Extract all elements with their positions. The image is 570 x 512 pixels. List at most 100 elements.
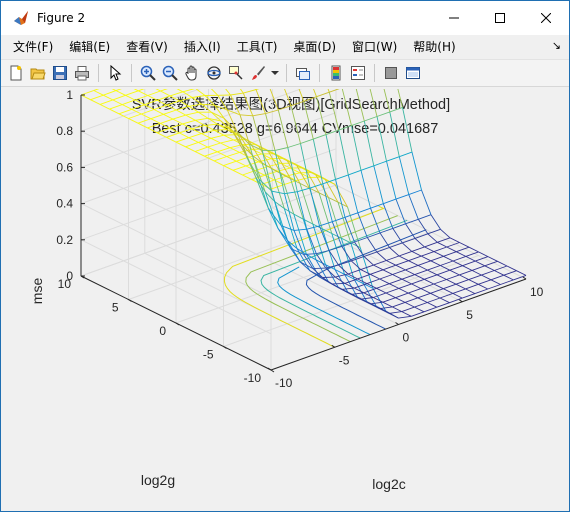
surface-edge — [239, 114, 250, 145]
figure-toolbar — [1, 59, 569, 87]
surface-edge — [207, 85, 219, 96]
surface-edge — [386, 156, 400, 162]
contour-line — [245, 215, 398, 343]
surface-edge — [408, 260, 419, 266]
zoom-in-icon[interactable] — [138, 63, 158, 83]
x-tick-label: 10 — [530, 285, 544, 299]
surface-edge — [443, 255, 454, 262]
surface-edge — [210, 111, 222, 122]
surface-edge — [350, 293, 361, 300]
surface-edge — [264, 191, 276, 202]
surface-edge — [471, 269, 482, 276]
surface-edge — [303, 253, 317, 255]
surface-edge — [207, 117, 221, 122]
surface-edge — [175, 137, 189, 143]
surface-edge — [109, 108, 120, 115]
surface-edge — [192, 95, 206, 98]
surface-edge — [344, 274, 358, 298]
hide-plot-tools-icon[interactable] — [381, 63, 401, 83]
surface-edge — [115, 85, 129, 92]
surface-edge — [153, 109, 164, 115]
colorbar-icon[interactable] — [326, 63, 346, 83]
surface-edge — [370, 203, 384, 209]
menu-file[interactable]: 文件(F) — [13, 40, 54, 54]
menu-desktop[interactable]: 桌面(D) — [293, 40, 337, 54]
data-cursor-icon[interactable] — [226, 63, 246, 83]
close-icon — [541, 13, 551, 23]
surface-edge — [144, 99, 158, 106]
surface-edge — [204, 151, 218, 157]
show-plot-tools-icon[interactable] — [403, 63, 423, 83]
surface-edge — [290, 105, 301, 144]
surface-edge — [226, 156, 237, 162]
surface-edge — [156, 127, 170, 134]
pan-hand-icon[interactable] — [182, 63, 202, 83]
brush-dropdown-icon[interactable] — [270, 63, 280, 83]
x-tick-mark — [267, 367, 272, 371]
surface-edge — [290, 248, 301, 263]
surface-edge — [401, 242, 413, 252]
surface-edge — [401, 274, 415, 280]
surface-edge — [357, 212, 368, 238]
surface-edge — [389, 106, 403, 113]
select-arrow-icon[interactable] — [105, 63, 125, 83]
new-figure-icon[interactable] — [6, 63, 26, 83]
surface-edge — [80, 94, 91, 101]
minimize-icon — [449, 17, 459, 19]
surface-edge — [138, 90, 148, 96]
link-plot-icon[interactable] — [293, 63, 313, 83]
surface-edge — [293, 230, 304, 255]
surface-edge — [204, 155, 215, 162]
save-icon[interactable] — [50, 63, 70, 83]
menu-window[interactable]: 窗口(W) — [352, 40, 398, 54]
surface-edge — [103, 90, 117, 96]
x-axis-label: log2c — [372, 476, 405, 492]
menu-help[interactable]: 帮助(H) — [413, 40, 456, 54]
surface-edge — [185, 146, 196, 152]
surface-edge — [249, 143, 263, 151]
surface-edge — [398, 255, 409, 262]
surface-edge — [398, 156, 410, 195]
surface-edge — [478, 283, 488, 290]
print-icon[interactable] — [72, 63, 92, 83]
legend-icon[interactable] — [348, 63, 368, 83]
plot-area[interactable]: SVR参数选择结果图(3D视图)[GridSearchMethod] Best … — [1, 3, 569, 511]
menu-tools[interactable]: 工具(T) — [236, 40, 278, 54]
open-file-icon[interactable] — [28, 63, 48, 83]
surface-edge — [417, 264, 428, 271]
surface-edge — [128, 85, 139, 92]
zoom-out-icon[interactable] — [160, 63, 180, 83]
surface-edge — [324, 179, 339, 203]
surface-edge — [316, 91, 330, 98]
surface-edge — [411, 311, 425, 317]
menu-edit[interactable]: 编辑(E) — [69, 40, 111, 54]
surface-edge — [176, 105, 190, 111]
surface-edge — [322, 228, 332, 234]
surface-edge — [246, 75, 257, 90]
surface-edge — [283, 208, 298, 249]
surface-edge — [389, 111, 400, 157]
surface-edge — [351, 125, 362, 171]
surface-edge — [382, 203, 394, 229]
menu-view[interactable]: 查看(V) — [126, 40, 168, 54]
surface-edge — [230, 92, 244, 96]
surface-chart[interactable]: SVR参数选择结果图(3D视图)[GridSearchMethod] Best … — [1, 3, 569, 511]
surface-edge — [334, 269, 345, 275]
minimize-button[interactable] — [431, 1, 477, 35]
surface-edge — [443, 251, 457, 257]
maximize-button[interactable] — [477, 1, 523, 35]
close-button[interactable] — [523, 1, 569, 35]
menu-insert[interactable]: 插入(I) — [183, 40, 221, 54]
rotate-3d-icon[interactable] — [204, 63, 224, 83]
surface-edge — [160, 122, 171, 129]
menu-dock-arrow-icon[interactable]: ↘ — [551, 39, 561, 52]
surface-edge — [360, 297, 374, 300]
surface-edge — [233, 132, 247, 157]
brush-icon[interactable] — [248, 63, 268, 83]
surface-edge — [122, 104, 132, 110]
surface-edge — [236, 160, 246, 167]
surface-edge — [446, 242, 460, 248]
maximize-icon — [495, 13, 505, 23]
surface-edge — [424, 274, 438, 280]
surface-edge — [245, 161, 259, 167]
